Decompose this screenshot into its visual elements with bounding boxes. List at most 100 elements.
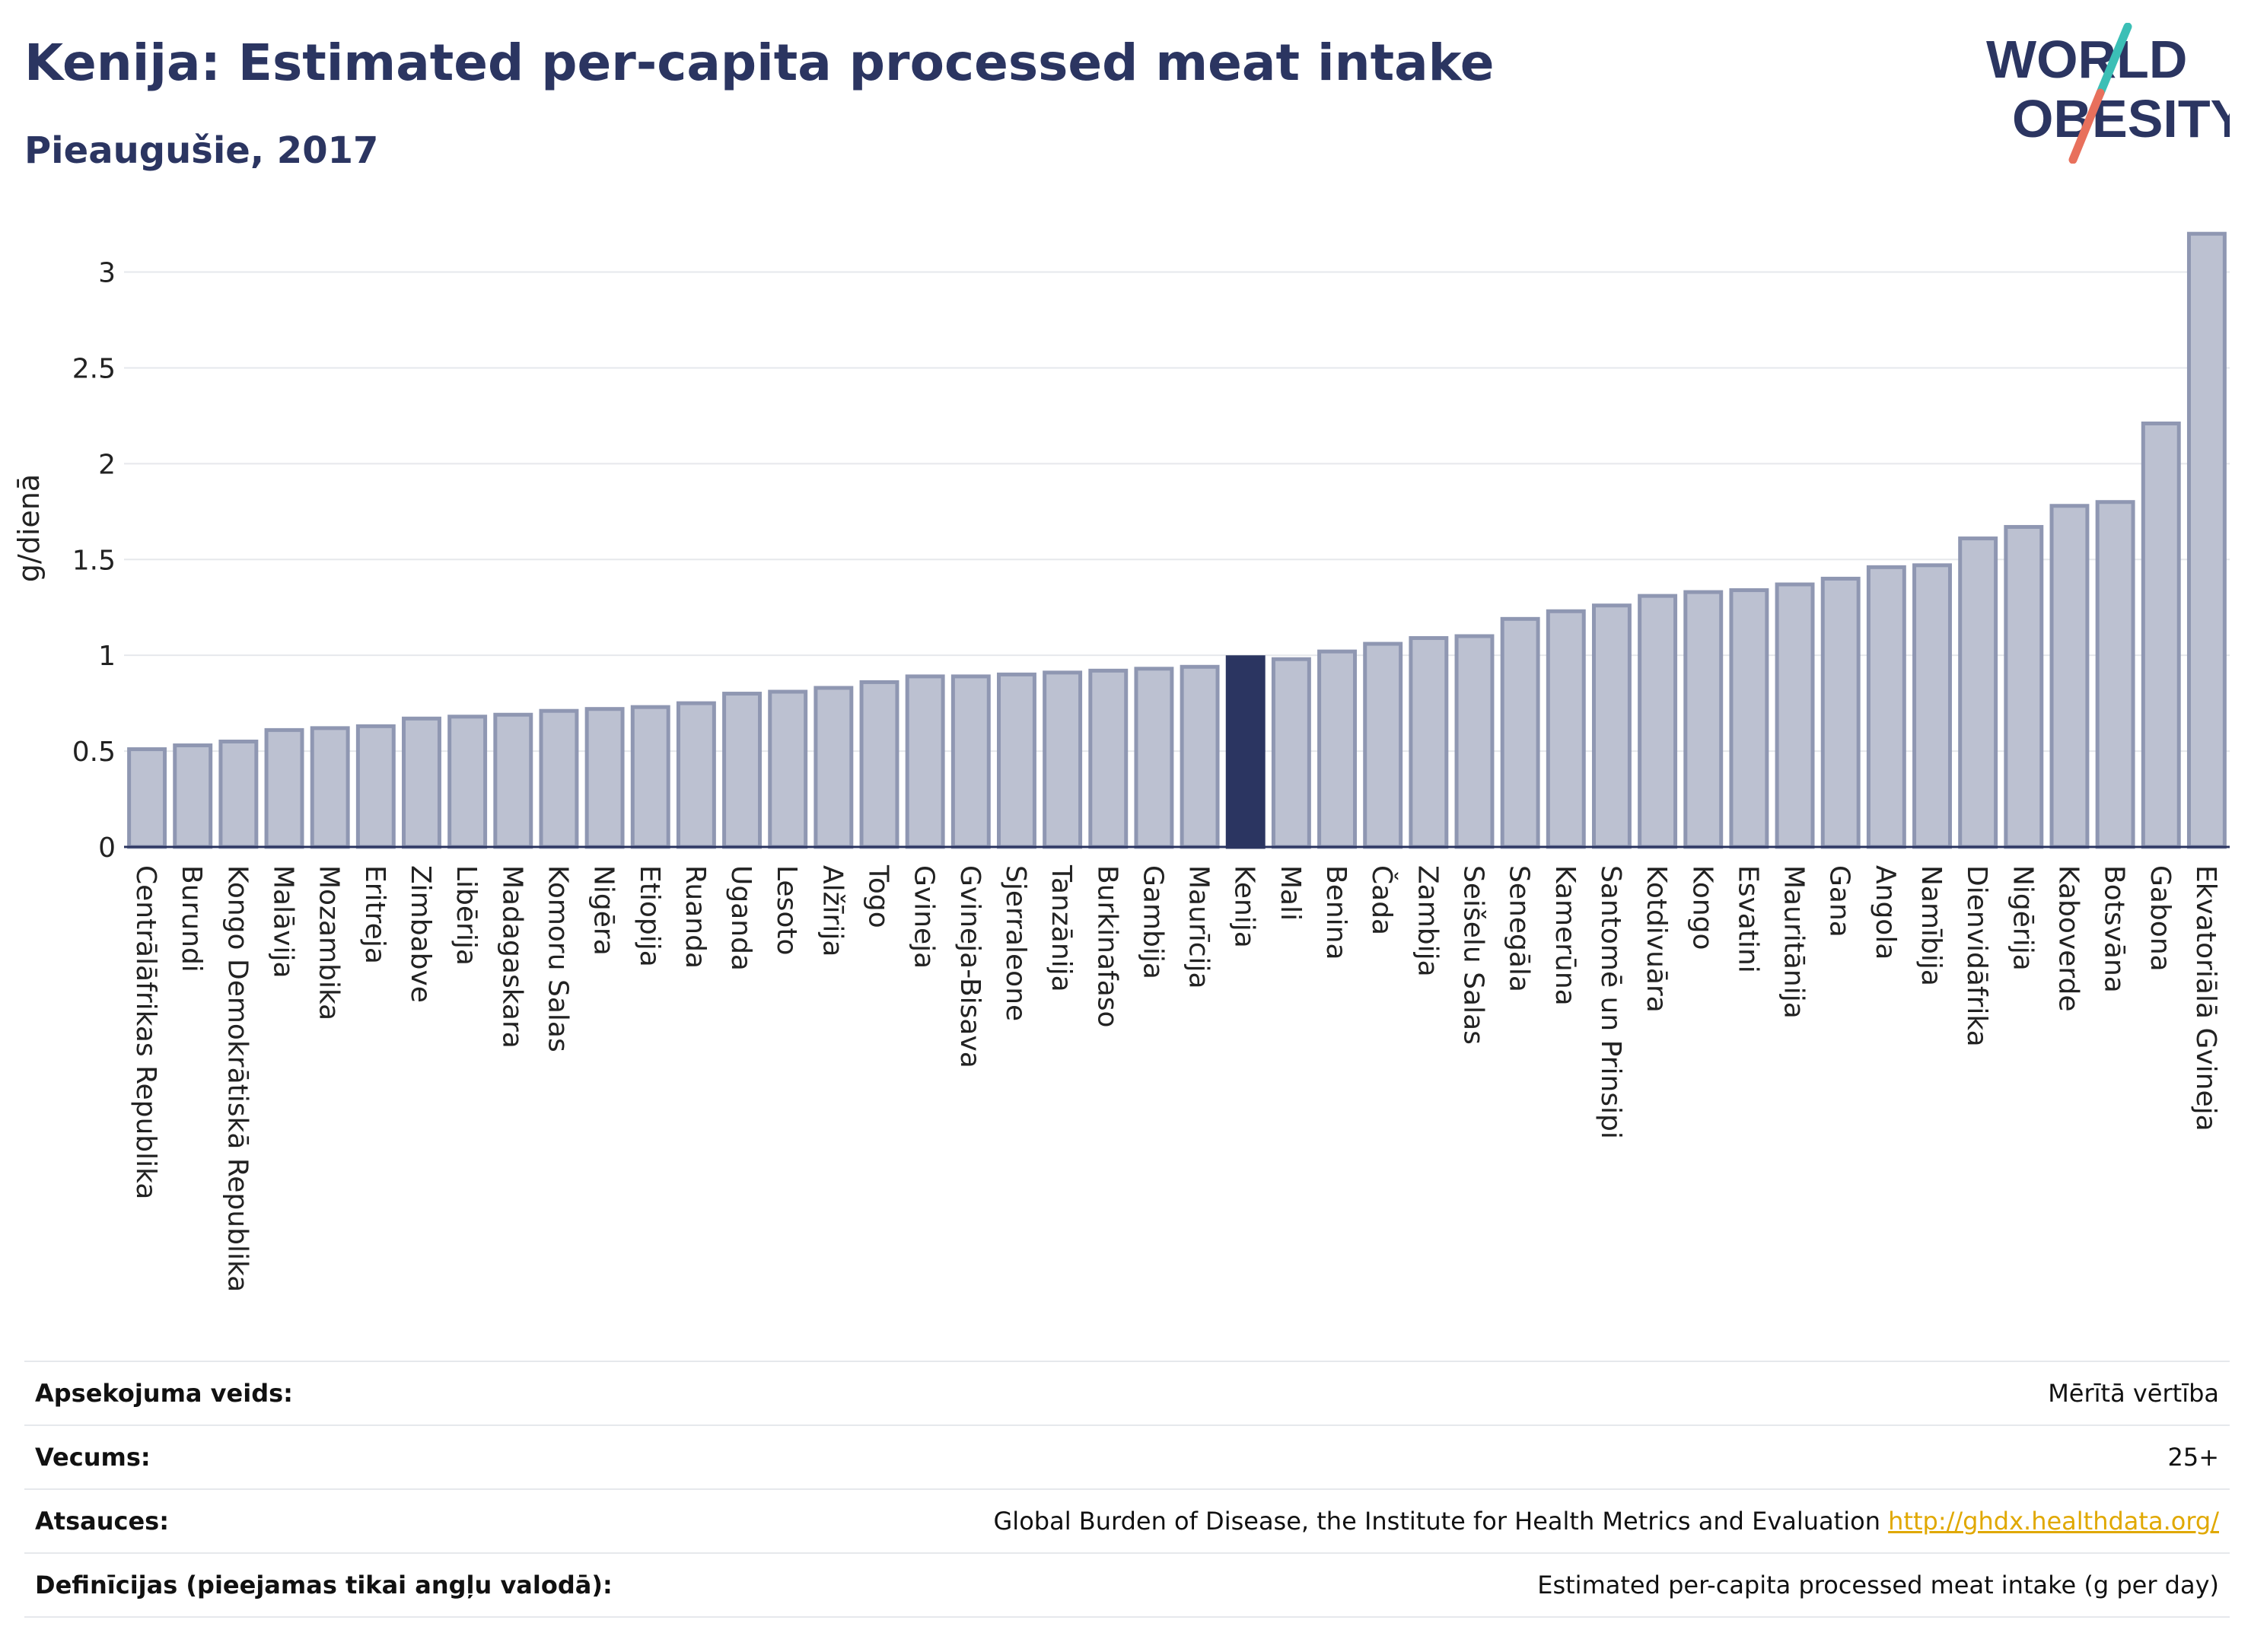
x-tick-label: Senegāla xyxy=(1504,865,1535,992)
x-tick-label: Libērija xyxy=(451,865,482,966)
x-tick-label: Lesoto xyxy=(771,865,802,956)
bar xyxy=(1134,667,1174,849)
x-tick-label: Zambija xyxy=(1412,865,1443,977)
x-tick-label: Mauritānija xyxy=(1778,865,1810,1019)
x-tick-label: Kongo Demokrātiskā Republika xyxy=(221,865,253,1292)
bar xyxy=(2095,500,2135,849)
bar xyxy=(1866,565,1906,849)
meta-row-age: Vecums: 25+ xyxy=(24,1424,2230,1488)
x-tick-label: Kaboverde xyxy=(2052,865,2084,1012)
bar xyxy=(859,680,899,849)
bar xyxy=(447,715,488,849)
x-tick-label: Mozambika xyxy=(314,865,345,1020)
x-tick-label: Mali xyxy=(1275,865,1306,921)
x-tick-label: Uganda xyxy=(725,865,756,971)
y-tick-label: 1 xyxy=(98,641,116,672)
x-tick-label: Ekvatoriālā Gvineja xyxy=(2190,865,2221,1132)
bar xyxy=(1958,536,1998,849)
bar xyxy=(1912,563,1952,849)
bar xyxy=(1409,636,1449,849)
x-tick-label: Madagaskara xyxy=(496,865,527,1049)
logo-word-obesity: OBESITY xyxy=(2012,89,2230,148)
x-tick-label: Kamerūna xyxy=(1549,865,1581,1006)
bar xyxy=(1820,576,1861,849)
world-obesity-logo: WORLD OBESITY xyxy=(1986,23,2230,164)
source-label: Atsauces: xyxy=(35,1507,169,1536)
metadata-table: Apsekojuma veids: Mērītā vērtība Vecums:… xyxy=(24,1361,2230,1618)
chart-subtitle: Pieaugušie, 2017 xyxy=(24,129,379,172)
bar xyxy=(1043,670,1083,849)
bar xyxy=(310,726,350,849)
x-tick-label: Komoru Salas xyxy=(542,865,573,1052)
survey-type-value: Mērītā vērtība xyxy=(2048,1379,2219,1408)
x-tick-label: Kotdivuāra xyxy=(1641,865,1672,1013)
x-tick-label: Eritreja xyxy=(359,865,390,964)
bar xyxy=(355,724,396,849)
bar xyxy=(493,712,533,849)
bar xyxy=(218,740,259,849)
x-tick-label: Togo xyxy=(863,864,894,928)
chart-title: Kenija: Estimated per-capita processed m… xyxy=(24,33,1495,92)
bar xyxy=(950,674,991,849)
bar xyxy=(997,672,1036,849)
bar xyxy=(2049,504,2090,849)
x-tick-label: Botsvāna xyxy=(2099,865,2130,993)
y-axis-label-text: g/dienā xyxy=(12,473,46,583)
meta-row-definition: Definīcijas (pieejamas tikai angļu valod… xyxy=(24,1552,2230,1618)
source-text: Global Burden of Disease, the Institute … xyxy=(993,1507,1880,1536)
x-tick-label: Nigēra xyxy=(588,865,619,956)
x-tick-label: Esvatini xyxy=(1732,865,1763,973)
bar xyxy=(1088,668,1129,849)
bar xyxy=(905,674,945,849)
x-tick-label: Burkinafaso xyxy=(1091,865,1122,1028)
source-value: Global Burden of Disease, the Institute … xyxy=(994,1507,2220,1536)
x-tick-label: Gambija xyxy=(1137,865,1168,979)
x-tick-label: Alžīrija xyxy=(817,865,848,957)
bar xyxy=(127,747,167,849)
y-tick-label: 1.5 xyxy=(72,545,116,576)
logo-slash-teal xyxy=(2096,23,2132,97)
y-tick-label: 2 xyxy=(98,449,116,480)
bar xyxy=(2186,231,2227,849)
source-link[interactable]: http://ghdx.healthdata.org/ xyxy=(1888,1507,2219,1536)
x-tick-label: Čada xyxy=(1366,865,1398,935)
bar xyxy=(173,743,213,849)
x-tick-label: Centrālāfrikas Republika xyxy=(130,865,161,1199)
logo-word-world: WORLD xyxy=(1986,30,2187,89)
bar-highlighted xyxy=(1225,655,1266,849)
bar xyxy=(630,705,670,849)
y-tick-label: 3 xyxy=(98,258,116,289)
bar xyxy=(264,727,304,849)
bar xyxy=(1271,657,1311,849)
x-tick-label: Kenija xyxy=(1229,865,1260,948)
bar xyxy=(402,716,441,849)
x-tick-label: Namībija xyxy=(1915,865,1947,986)
x-tick-label: Nigērija xyxy=(2007,865,2038,971)
x-tick-label: Ruanda xyxy=(680,865,711,969)
x-tick-label: Maurīcija xyxy=(1183,865,1215,989)
bar xyxy=(2141,421,2181,849)
x-tick-label: Etiopija xyxy=(634,865,665,967)
y-tick-label: 2.5 xyxy=(72,353,116,384)
x-tick-label: Burundi xyxy=(176,865,207,972)
bar xyxy=(676,701,716,849)
age-label: Vecums: xyxy=(35,1443,151,1472)
x-tick-label: Dienvidāfrika xyxy=(1961,865,1992,1047)
bar xyxy=(1729,588,1769,849)
bar xyxy=(1775,582,1815,849)
bar xyxy=(1180,664,1220,849)
bar-chart: 0 0.5 1 1.5 2 2.5 3 Centrālāfrikas Republika Bur… xyxy=(72,231,2230,1292)
bar xyxy=(539,708,579,849)
bar xyxy=(722,692,763,849)
bar xyxy=(813,686,854,849)
y-tick-label: 0 xyxy=(98,832,116,864)
x-tick-label: Malāvija xyxy=(268,865,299,979)
x-tick-label: Tanzānija xyxy=(1046,864,1077,992)
definition-label: Definīcijas (pieejamas tikai angļu valod… xyxy=(35,1571,613,1599)
bar xyxy=(1683,590,1724,849)
x-tick-label: Seišelu Salas xyxy=(1457,865,1488,1045)
x-tick-label: Angola xyxy=(1870,865,1901,960)
x-tick-label: Zimbabve xyxy=(405,865,436,1003)
x-tick-label: Santomē un Prinsipi xyxy=(1595,865,1626,1139)
age-value: 25+ xyxy=(2167,1443,2219,1472)
